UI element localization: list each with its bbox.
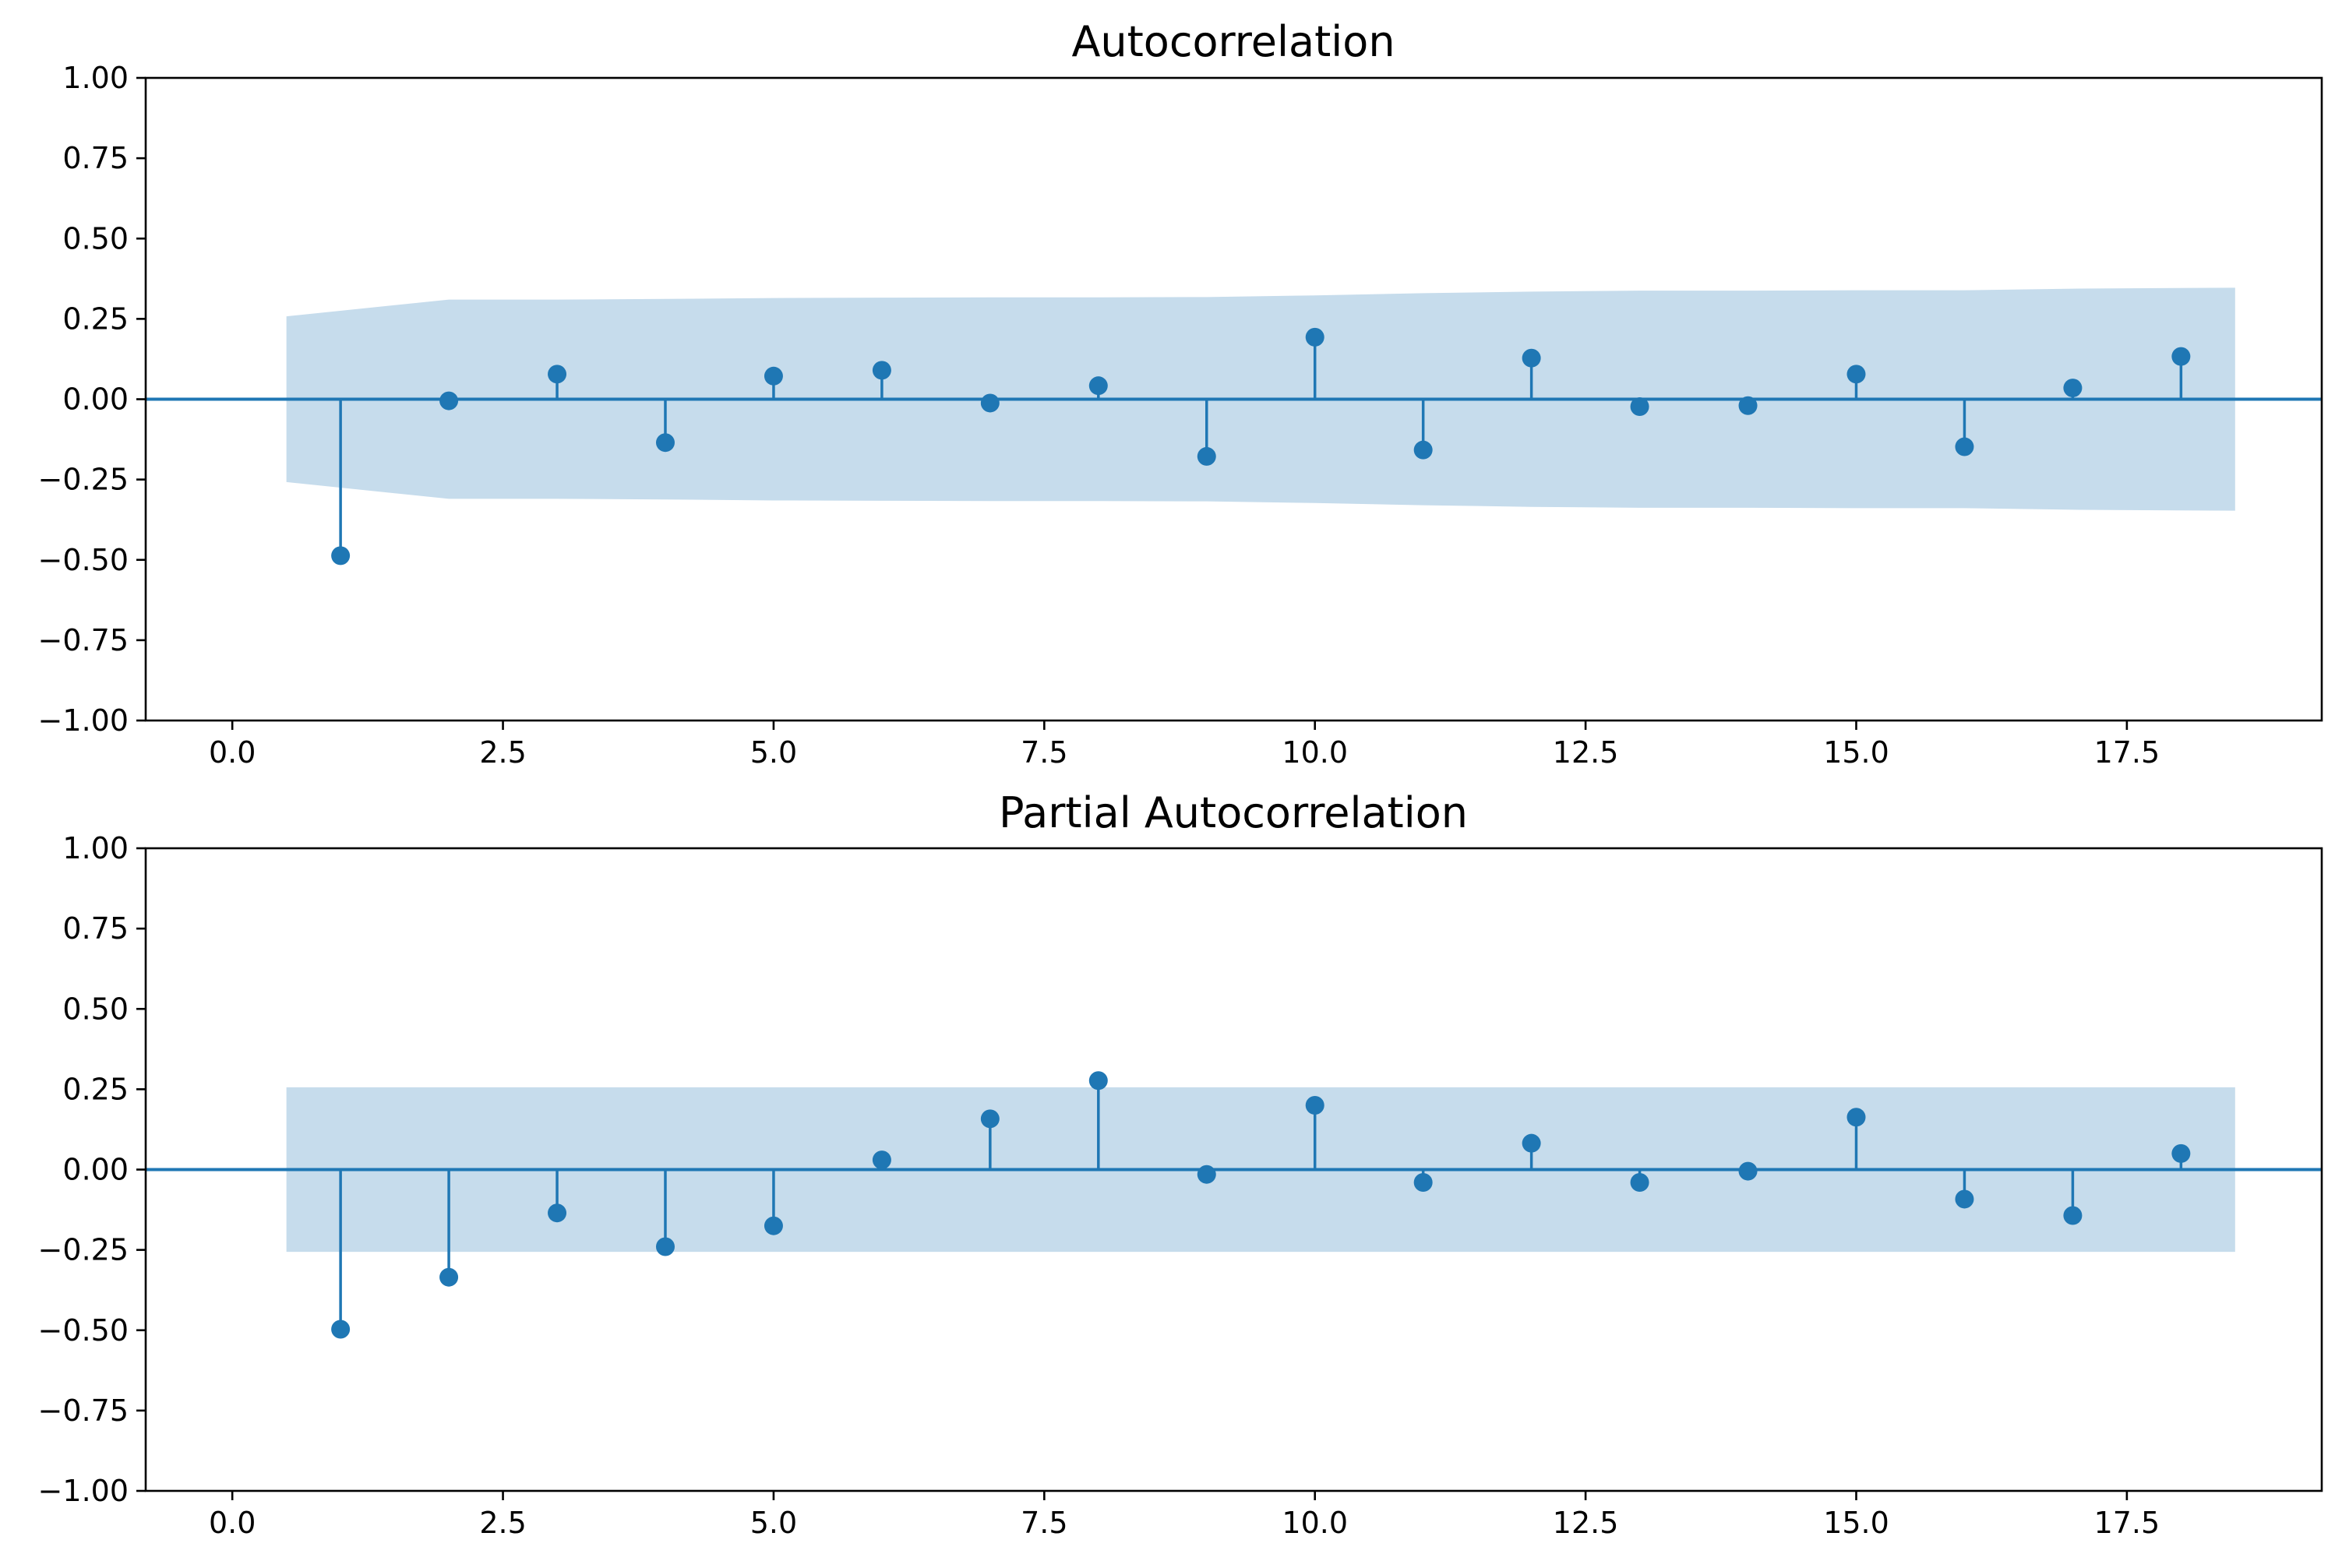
pacf-x-ticks: 0.0 2.5 5.0 7.5 10.0 12.5 15.0 17.5 — [209, 1491, 2160, 1540]
pacf-point-lag-1 — [331, 1320, 351, 1339]
acf-point-lag-7 — [980, 393, 1000, 413]
acf-x-tick-label: 0.0 — [209, 735, 256, 770]
pacf-y-ticks: 1.00 0.75 0.50 0.25 0.00 −0.25 −0.50 −0.75 −1.00 — [38, 831, 146, 1508]
acf-x-tick-label: 12.5 — [1553, 735, 1619, 770]
acf-point-lag-3 — [548, 365, 567, 384]
acf-panel: Autocorrelation 0.0 2.5 5.0 7.5 10.0 12.5 15.0… — [38, 17, 2323, 770]
acf-point-lag-12 — [1522, 348, 1541, 368]
pacf-y-tick-label: −0.75 — [38, 1394, 129, 1428]
acf-y-tick-label: 0.00 — [62, 382, 129, 417]
acf-point-lag-2 — [439, 391, 459, 410]
acf-title: Autocorrelation — [1071, 17, 1395, 66]
acf-point-lag-1 — [331, 546, 351, 566]
acf-point-lag-16 — [1955, 437, 1974, 456]
pacf-point-lag-15 — [1846, 1108, 1866, 1127]
acf-markers — [331, 327, 2191, 566]
pacf-point-lag-18 — [2171, 1143, 2191, 1163]
acf-point-lag-11 — [1413, 440, 1433, 460]
pacf-point-lag-13 — [1630, 1173, 1649, 1192]
acf-point-lag-8 — [1088, 376, 1108, 396]
pacf-y-tick-label: −1.00 — [38, 1474, 129, 1508]
pacf-axes-frame — [144, 847, 2323, 1492]
acf-point-lag-15 — [1846, 365, 1866, 384]
pacf-point-lag-7 — [980, 1109, 1000, 1129]
pacf-x-tick-label: 2.5 — [479, 1506, 526, 1540]
pacf-y-tick-label: 0.75 — [62, 911, 129, 946]
acf-x-tick-label: 17.5 — [2094, 735, 2160, 770]
acf-point-lag-6 — [872, 361, 891, 380]
pacf-point-lag-12 — [1522, 1133, 1541, 1153]
pacf-x-tick-label: 5.0 — [750, 1506, 797, 1540]
pacf-x-tick-label: 15.0 — [1823, 1506, 1889, 1540]
pacf-point-lag-5 — [764, 1216, 783, 1235]
pacf-y-tick-label: −0.25 — [38, 1233, 129, 1267]
acf-y-tick-label: 0.50 — [62, 221, 129, 255]
pacf-point-lag-8 — [1088, 1071, 1108, 1091]
pacf-point-lag-9 — [1197, 1165, 1216, 1184]
pacf-x-tick-label: 0.0 — [209, 1506, 256, 1540]
pacf-y-tick-label: 0.50 — [62, 992, 129, 1026]
acf-y-tick-label: 1.00 — [62, 61, 129, 95]
pacf-point-lag-10 — [1305, 1096, 1324, 1115]
pacf-point-lag-14 — [1738, 1161, 1758, 1181]
acf-y-tick-label: −0.25 — [38, 463, 129, 497]
pacf-y-tick-label: −0.50 — [38, 1313, 129, 1348]
pacf-y-tick-label: 0.00 — [62, 1153, 129, 1187]
acf-point-lag-13 — [1630, 396, 1649, 416]
acf-x-tick-label: 5.0 — [750, 735, 797, 770]
pacf-point-lag-11 — [1413, 1173, 1433, 1192]
pacf-x-tick-label: 7.5 — [1021, 1506, 1067, 1540]
acf-x-tick-label: 2.5 — [479, 735, 526, 770]
acf-point-lag-5 — [764, 366, 783, 386]
acf-y-tick-label: −0.50 — [38, 543, 129, 577]
pacf-x-tick-label: 12.5 — [1553, 1506, 1619, 1540]
acf-y-tick-label: 0.25 — [62, 301, 129, 336]
pacf-point-lag-6 — [872, 1150, 891, 1170]
acf-axes-frame — [144, 76, 2323, 722]
acf-x-tick-label: 10.0 — [1282, 735, 1348, 770]
pacf-title: Partial Autocorrelation — [999, 788, 1468, 837]
pacf-point-lag-2 — [439, 1267, 459, 1287]
pacf-x-tick-label: 10.0 — [1282, 1506, 1348, 1540]
acf-point-lag-9 — [1197, 446, 1216, 466]
pacf-point-lag-3 — [548, 1203, 567, 1223]
acf-x-tick-label: 15.0 — [1823, 735, 1889, 770]
acf-y-tick-label: 0.75 — [62, 141, 129, 175]
pacf-y-tick-label: 0.25 — [62, 1072, 129, 1106]
pacf-panel: Partial Autocorrelation 0.0 2.5 5.0 7.5 10.0… — [38, 788, 2323, 1540]
acf-point-lag-4 — [655, 433, 675, 453]
acf-point-lag-18 — [2171, 347, 2191, 366]
acf-y-tick-label: −0.75 — [38, 623, 129, 657]
acf-y-tick-label: −1.00 — [38, 703, 129, 738]
acf-point-lag-17 — [2063, 379, 2083, 398]
acf-x-ticks: 0.0 2.5 5.0 7.5 10.0 12.5 15.0 17.5 — [209, 721, 2160, 770]
acf-point-lag-10 — [1305, 327, 1324, 347]
pacf-point-lag-16 — [1955, 1189, 1974, 1209]
pacf-point-lag-4 — [655, 1237, 675, 1256]
acf-x-tick-label: 7.5 — [1021, 735, 1067, 770]
pacf-x-tick-label: 17.5 — [2094, 1506, 2160, 1540]
acf-point-lag-14 — [1738, 396, 1758, 415]
acf-y-ticks: 1.00 0.75 0.50 0.25 0.00 −0.25 −0.50 −0.75 −1.00 — [38, 61, 146, 738]
pacf-y-tick-label: 1.00 — [62, 831, 129, 865]
pacf-markers — [331, 1071, 2191, 1339]
pacf-point-lag-17 — [2063, 1206, 2083, 1225]
